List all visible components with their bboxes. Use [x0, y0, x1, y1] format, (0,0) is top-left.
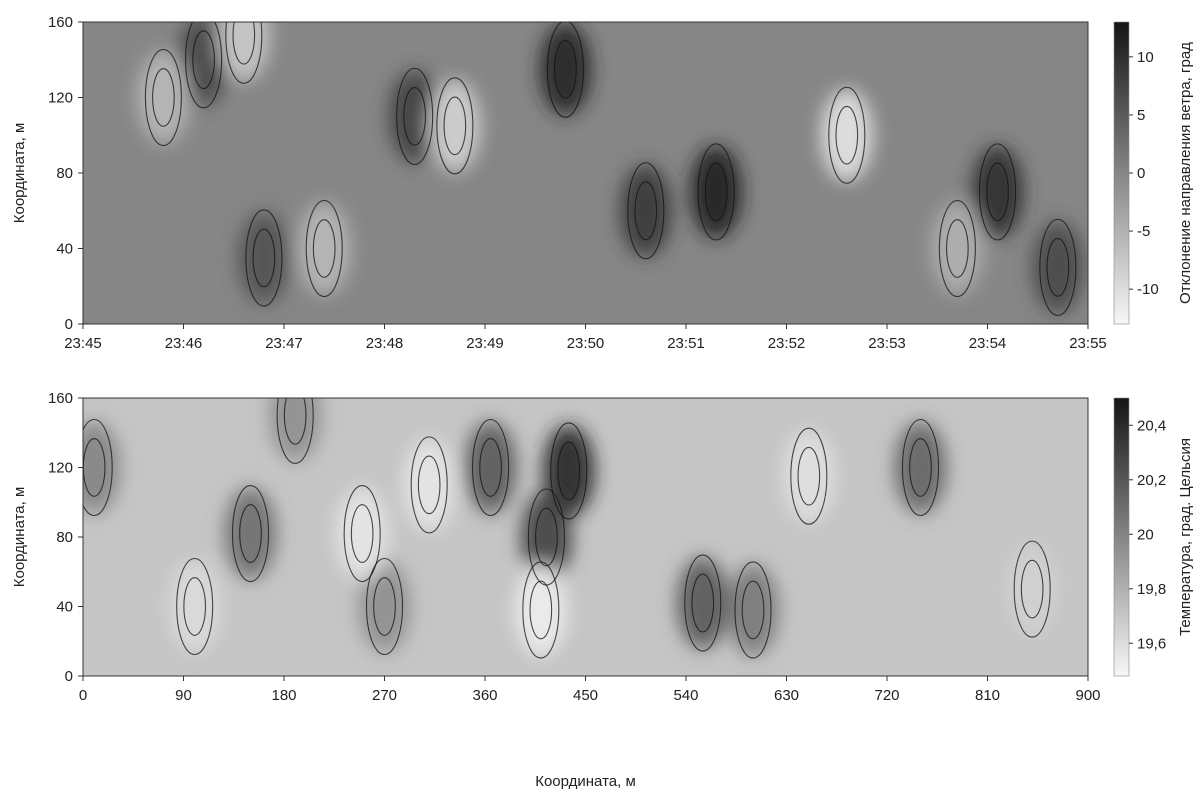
- x-tick-label: 23:55: [1069, 335, 1107, 352]
- temperature-feature-mark: [894, 421, 947, 514]
- x-tick-label: 0: [79, 687, 87, 704]
- x-tick-label: 23:50: [567, 335, 605, 352]
- temperature-panel: 0 40 80 120 160 0 90 180 270 360 450 540 630 720 810 9…: [11, 390, 1194, 790]
- temperature-feature-mark: [727, 563, 779, 656]
- y-tick-label: 40: [56, 241, 73, 258]
- temperature-x-axis-label: Координата, м: [535, 773, 636, 790]
- wind-y-axis-label: Координата, м: [11, 123, 28, 224]
- temperature-contour-field: [83, 398, 1088, 676]
- x-tick-label: 23:46: [165, 335, 203, 352]
- wind-feature-mark: [177, 22, 230, 106]
- colorbar-tick-label: 19,8: [1137, 581, 1166, 598]
- temperature-feature-mark: [358, 560, 411, 653]
- x-tick-label: 450: [573, 687, 598, 704]
- temperature-colorbar: [1113, 397, 1130, 677]
- wind-feature-mark: [619, 164, 672, 257]
- y-tick-label: 160: [48, 390, 73, 407]
- temperature-feature-mark: [782, 430, 835, 523]
- wind-feature-mark: [931, 202, 984, 295]
- temperature-feature-mark: [336, 487, 389, 580]
- temperature-feature-mark: [1006, 543, 1059, 636]
- x-tick-label: 360: [472, 687, 497, 704]
- y-tick-label: 40: [56, 599, 73, 616]
- temperature-feature-mark: [269, 398, 322, 462]
- colorbar-tick-label: 19,6: [1137, 635, 1166, 652]
- temperature-contour-lines: [83, 398, 1051, 659]
- colorbar-tick-label: 20,4: [1137, 417, 1166, 434]
- wind-time-axis-ticks: 23:45 23:46 23:47 23:48 23:49 23:50 23:51 23:52…: [64, 324, 1107, 352]
- temperature-feature-mark: [520, 491, 573, 583]
- colorbar-tick-label: 0: [1137, 165, 1145, 182]
- wind-colorbar: [1113, 21, 1130, 325]
- x-tick-label: 23:52: [768, 335, 806, 352]
- wind-feature-mark: [137, 51, 190, 144]
- wind-contour-lines: [144, 22, 1077, 316]
- x-tick-label: 270: [372, 687, 397, 704]
- x-tick-label: 720: [874, 687, 899, 704]
- x-tick-label: 90: [175, 687, 192, 704]
- y-tick-label: 0: [65, 316, 73, 333]
- temperature-feature-mark: [403, 438, 456, 531]
- y-tick-label: 80: [56, 529, 73, 546]
- temperature-feature-mark: [514, 563, 567, 656]
- y-tick-label: 120: [48, 460, 73, 477]
- colorbar-tick-label: 10: [1137, 49, 1154, 66]
- x-tick-label: 23:47: [265, 335, 303, 352]
- x-tick-label: 630: [774, 687, 799, 704]
- temperature-colorbar-ticks: 19,6 19,8 20 20,2 20,4: [1129, 417, 1166, 652]
- wind-feature-mark: [217, 22, 270, 82]
- temperature-y-axis-ticks: 0 40 80 120 160: [48, 390, 83, 685]
- wind-feature-mark: [1031, 221, 1084, 314]
- temperature-feature-mark: [168, 560, 221, 653]
- x-tick-label: 23:53: [868, 335, 906, 352]
- wind-feature-mark: [820, 89, 873, 182]
- wind-feature-mark: [539, 23, 592, 116]
- y-tick-label: 0: [65, 668, 73, 685]
- colorbar-tick-label: -5: [1137, 223, 1150, 240]
- x-tick-label: 23:54: [969, 335, 1007, 352]
- temperature-feature-mark: [224, 487, 277, 580]
- colorbar-tick-label: 20: [1137, 526, 1154, 543]
- wind-y-axis-ticks: 0 40 80 120 160: [48, 14, 83, 333]
- temperature-feature-mark: [464, 421, 517, 514]
- wind-colorbar-label: Отклонение направления ветра, град: [1177, 42, 1194, 304]
- temperature-y-axis-label: Координата, м: [11, 487, 28, 588]
- colorbar-tick-label: -10: [1137, 281, 1159, 298]
- x-tick-label: 23:49: [466, 335, 504, 352]
- y-tick-label: 80: [56, 165, 73, 182]
- x-tick-label: 23:48: [366, 335, 404, 352]
- x-tick-label: 900: [1075, 687, 1100, 704]
- wind-feature-mark: [237, 211, 290, 304]
- colorbar-tick-label: 20,2: [1137, 472, 1166, 489]
- temperature-feature-mark: [83, 421, 121, 514]
- y-tick-label: 160: [48, 14, 73, 31]
- temperature-colorbar-label: Температура, град. Цельсия: [1177, 438, 1194, 636]
- x-tick-label: 540: [673, 687, 698, 704]
- wind-feature-mark: [298, 202, 351, 295]
- wind-contour-field: [83, 22, 1088, 324]
- y-tick-label: 120: [48, 90, 73, 107]
- x-tick-label: 180: [271, 687, 296, 704]
- temperature-feature-mark: [676, 557, 729, 650]
- wind-colorbar-ticks: -10 -5 0 5 10: [1129, 49, 1159, 298]
- temperature-x-axis-ticks: 0 90 180 270 360 450 540 630 720 810 900: [79, 676, 1101, 704]
- colorbar-tick-label: 5: [1137, 107, 1145, 124]
- wind-feature-mark: [690, 145, 743, 238]
- x-tick-label: 810: [975, 687, 1000, 704]
- wind-feature-mark: [971, 145, 1024, 238]
- x-tick-label: 23:45: [64, 335, 102, 352]
- x-tick-label: 23:51: [667, 335, 705, 352]
- temperature-feature-mark: [542, 424, 595, 517]
- wind-feature-mark: [428, 79, 481, 172]
- wind-feature-mark: [388, 70, 441, 163]
